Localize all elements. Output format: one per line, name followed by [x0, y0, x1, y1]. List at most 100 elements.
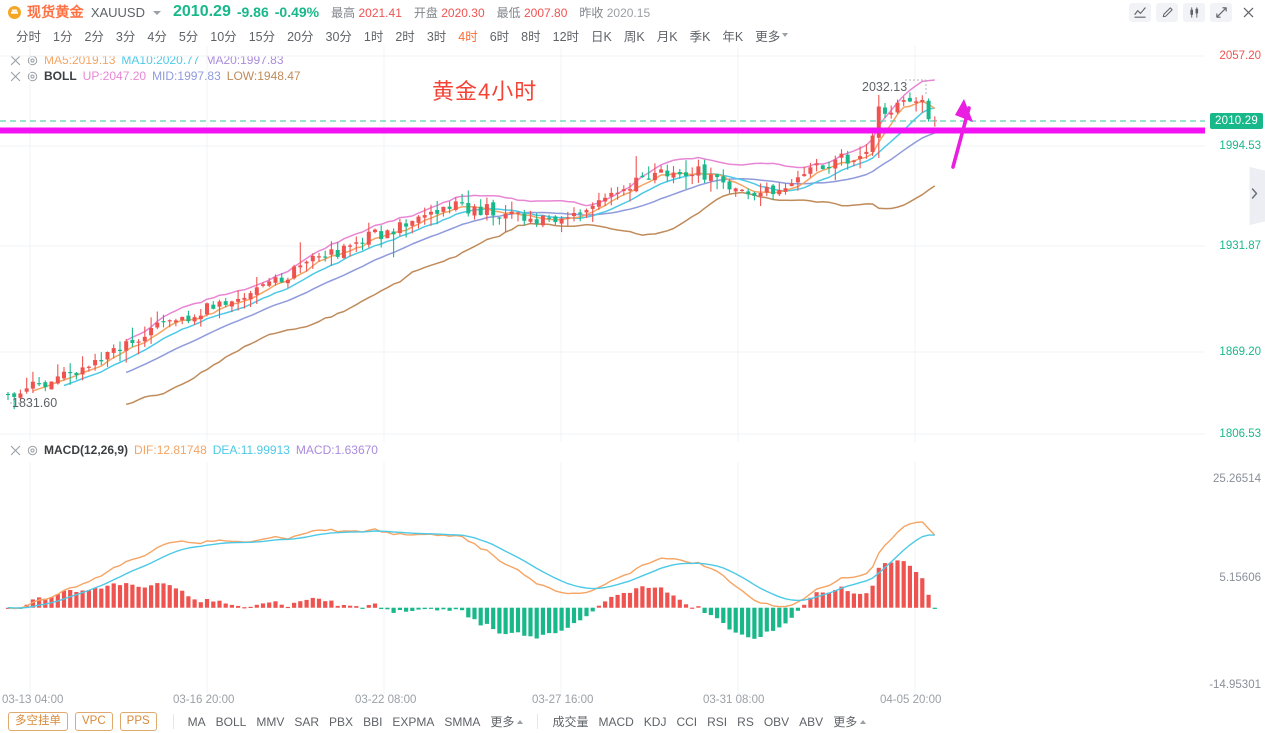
timeframe-季K[interactable]: 季K: [689, 29, 711, 44]
candle-body: [422, 215, 427, 218]
candle-body: [416, 216, 421, 223]
timeframe-月K[interactable]: 月K: [656, 29, 678, 44]
candle-body: [876, 106, 881, 138]
timeframe-分时[interactable]: 分时: [16, 29, 42, 44]
timeframe-4分[interactable]: 4分: [147, 29, 167, 44]
candle-body: [795, 177, 800, 183]
close-icon[interactable]: [10, 445, 21, 456]
chevron-down-icon[interactable]: [153, 11, 161, 15]
timeframe-5分[interactable]: 5分: [178, 29, 199, 44]
sub-indicator-成交量[interactable]: 成交量: [552, 715, 589, 729]
timeframe-日K[interactable]: 日K: [591, 29, 612, 44]
macd-histogram-bar: [410, 607, 415, 611]
candle-body: [366, 231, 371, 245]
sub-indicator-kdj[interactable]: KDJ: [643, 714, 667, 729]
macd-histogram-bar: [839, 586, 844, 608]
timeframe-1分[interactable]: 1分: [53, 29, 73, 44]
macd-histogram-bar: [298, 601, 303, 608]
candle-body: [68, 372, 73, 374]
timeframe-6时[interactable]: 6时: [489, 29, 510, 44]
macd-histogram-bar: [858, 593, 863, 608]
price-chart-pane[interactable]: [0, 46, 1205, 442]
fullscreen-icon[interactable]: [1210, 3, 1232, 22]
macd-histogram-bar: [99, 588, 104, 608]
gear-icon[interactable]: [27, 445, 38, 456]
macd-histogram-bar: [851, 593, 856, 608]
candle-body: [317, 256, 321, 258]
close-icon[interactable]: [1237, 3, 1259, 22]
timeframe-3分[interactable]: 3分: [115, 29, 136, 44]
close-icon[interactable]: [10, 71, 21, 82]
symbol-name[interactable]: 现货黄金: [27, 4, 84, 20]
main-indicator-sar[interactable]: SAR: [294, 714, 320, 729]
candle-body: [727, 181, 732, 190]
timeframe-8时[interactable]: 8时: [521, 29, 541, 44]
main-indicator-pbx[interactable]: PBX: [329, 714, 354, 729]
stat-prevclose: 昨收 2020.15: [579, 4, 650, 21]
pill-button[interactable]: 多空挂单: [8, 712, 68, 731]
candle-body: [628, 189, 632, 191]
timeframe-1时[interactable]: 1时: [363, 29, 384, 44]
sub-indicator-rsi[interactable]: RSI: [707, 714, 728, 729]
sub-indicator-obv[interactable]: OBV: [763, 714, 790, 729]
candle-body: [242, 297, 247, 300]
macd-histogram-bar: [683, 604, 689, 608]
macd-histogram-bar: [534, 607, 539, 639]
timeframe-15分[interactable]: 15分: [248, 29, 276, 44]
main-indicator-boll[interactable]: BOLL: [215, 714, 247, 729]
macd-histogram-bar: [323, 601, 328, 608]
indicator-icon[interactable]: [1129, 3, 1151, 22]
timeframe-12时[interactable]: 12时: [552, 29, 580, 44]
timeframe-3时[interactable]: 3时: [426, 29, 447, 44]
legend-boll: BOLL UP:2047.20 MID:1997.83 LOW:1948.47: [10, 69, 301, 83]
main-indicators-more[interactable]: 更多: [485, 713, 528, 730]
timeframe-more[interactable]: 更多: [749, 26, 794, 45]
candle-body: [43, 382, 48, 388]
sub-indicator-abv[interactable]: ABV: [799, 714, 824, 729]
macd-histogram-bar: [192, 599, 197, 608]
close-icon[interactable]: [10, 55, 21, 66]
sub-indicator-rs[interactable]: RS: [737, 714, 754, 729]
macd-histogram-bar: [907, 565, 912, 608]
main-indicator-expma[interactable]: EXPMA: [392, 714, 435, 729]
pill-button[interactable]: PPS: [119, 712, 157, 731]
timeframe-年K[interactable]: 年K: [722, 29, 744, 44]
timeframe-10分[interactable]: 10分: [210, 29, 237, 44]
pill-button[interactable]: VPC: [75, 712, 113, 731]
macd-histogram-bar: [584, 607, 589, 617]
timeframe-周K[interactable]: 周K: [623, 29, 645, 44]
macd-histogram-bar: [864, 593, 869, 608]
candle-body: [696, 166, 701, 176]
timeframe-20分[interactable]: 20分: [287, 29, 314, 44]
candle-body: [335, 250, 340, 257]
chevron-up-icon: [860, 719, 867, 724]
main-indicator-bbi[interactable]: BBI: [363, 714, 383, 729]
side-panel-expander[interactable]: [1249, 167, 1265, 225]
sub-indicators-more[interactable]: 更多: [828, 713, 871, 730]
candle-body: [180, 316, 185, 321]
time-axis-label: 03-16 20:00: [173, 694, 235, 706]
timeframe-2时[interactable]: 2时: [395, 29, 415, 44]
macd-chart-pane[interactable]: [0, 462, 1205, 694]
timeframe-4时[interactable]: 4时: [458, 29, 478, 44]
timeframe-2分[interactable]: 2分: [84, 29, 104, 44]
symbol-code[interactable]: XAUUSD: [90, 4, 145, 20]
sub-indicator-macd[interactable]: MACD: [598, 714, 634, 729]
macd-histogram-bar: [795, 607, 800, 611]
macd-histogram-bar: [416, 607, 421, 610]
timeframe-30分[interactable]: 30分: [325, 29, 352, 44]
macd-histogram-bar: [634, 588, 639, 608]
macd-histogram-bar: [621, 593, 626, 608]
macd-histogram-bar: [503, 607, 508, 635]
main-indicator-smma[interactable]: SMMA: [444, 714, 481, 729]
sub-indicator-cci[interactable]: CCI: [676, 714, 698, 729]
main-indicator-ma[interactable]: MA: [187, 714, 206, 729]
gear-icon[interactable]: [27, 71, 38, 82]
draw-pencil-icon[interactable]: [1156, 3, 1178, 22]
candlestick-icon[interactable]: [1183, 3, 1205, 22]
main-indicator-mmv[interactable]: MMV: [256, 714, 285, 729]
candle-body: [540, 215, 545, 226]
candle-body: [217, 301, 222, 307]
up-arrow-annotation: [951, 99, 973, 169]
